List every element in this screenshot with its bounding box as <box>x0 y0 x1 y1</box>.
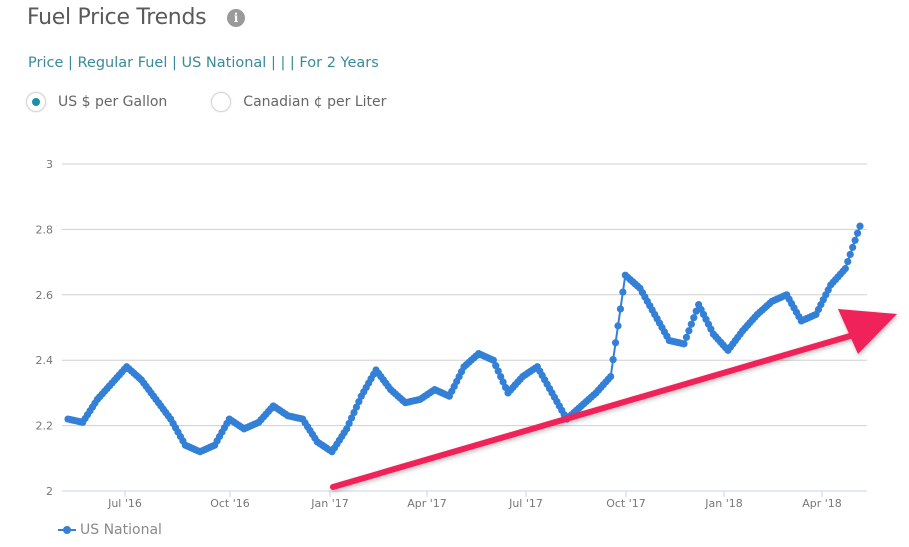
svg-text:Oct '17: Oct '17 <box>606 497 646 510</box>
breadcrumb[interactable]: Price | Regular Fuel | US National | | |… <box>28 55 379 71</box>
legend-label: US National <box>80 522 162 538</box>
unit-selector: US $ per Gallon Canadian ¢ per Liter <box>26 92 430 112</box>
svg-text:Apr '18: Apr '18 <box>802 497 842 510</box>
svg-text:Jan '17: Jan '17 <box>310 497 348 510</box>
x-axis: Jul '16 Oct '16 Jan '17 Apr '17 Jul '17 Oct '… <box>107 491 842 510</box>
svg-text:2.4: 2.4 <box>36 354 54 367</box>
radio-us-gallon[interactable] <box>26 92 46 112</box>
radio-label-canadian-liter[interactable]: Canadian ¢ per Liter <box>243 94 387 110</box>
y-axis: 2 2.2 2.4 2.6 2.8 3 <box>36 158 54 498</box>
svg-text:3: 3 <box>46 158 53 171</box>
svg-text:2: 2 <box>46 485 53 498</box>
svg-text:2.8: 2.8 <box>36 223 54 236</box>
radio-canadian-liter[interactable] <box>211 92 232 112</box>
svg-text:Jul '17: Jul '17 <box>508 497 543 510</box>
radio-label-us-gallon[interactable]: US $ per Gallon <box>58 94 168 110</box>
svg-text:Jul '16: Jul '16 <box>107 497 142 510</box>
chart-gridlines <box>62 163 867 492</box>
svg-text:2.6: 2.6 <box>36 289 54 302</box>
svg-text:Jan '18: Jan '18 <box>704 497 742 510</box>
page-title: Fuel Price Trends <box>27 5 207 30</box>
svg-text:2.2: 2.2 <box>36 420 54 433</box>
radio-selected-dot <box>32 98 40 106</box>
svg-text:Oct '16: Oct '16 <box>210 497 250 510</box>
svg-text:Apr '17: Apr '17 <box>407 497 447 510</box>
series-us-national[interactable] <box>64 222 864 456</box>
legend-line-marker-icon <box>58 525 76 535</box>
trend-arrow <box>330 309 897 490</box>
info-icon[interactable]: i <box>227 9 245 27</box>
chart-legend[interactable]: US National <box>58 522 162 538</box>
